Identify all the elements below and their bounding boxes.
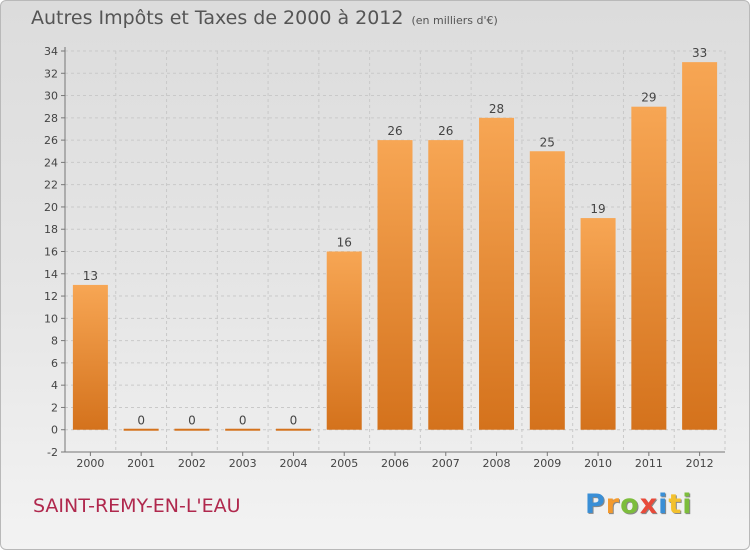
y-tick-label-8: 14 [44,268,58,281]
x-tick-label-2008: 2008 [483,457,511,470]
y-tick-label-14: 26 [44,134,58,147]
y-tick-label-5: 8 [51,335,58,348]
labels: -202468101214161820222426283032341320000… [44,45,714,470]
bar-2005 [326,251,362,430]
brand-letter-6: i [682,489,693,520]
value-label-2011: 29 [641,91,656,105]
value-label-2008: 28 [489,102,504,116]
title-row: Autres Impôts et Taxes de 2000 à 2012 (en… [31,7,498,29]
x-tick-label-2006: 2006 [381,457,409,470]
value-label-2012: 33 [692,46,707,60]
bar-2001 [123,428,159,431]
brand-letter-5: t [668,489,683,520]
bar-2000 [72,284,108,430]
value-label-2009: 25 [540,135,555,149]
y-tick-label-18: 34 [44,45,58,58]
x-tick-label-2002: 2002 [178,457,206,470]
bar-2011 [631,106,667,430]
bar-2010 [580,218,616,430]
value-label-2010: 19 [590,202,605,216]
value-label-2004: 0 [290,414,298,428]
y-tick-label-7: 12 [44,290,58,303]
value-label-2000: 13 [83,269,98,283]
brand-letter-3: x [639,489,659,520]
y-tick-label-13: 24 [44,156,58,169]
bar-2007 [428,140,464,430]
brand-letter-2: o [620,489,640,520]
x-tick-label-2012: 2012 [686,457,714,470]
bar-2004 [275,428,311,431]
brand-logo: Proxiti [585,489,693,520]
x-tick-label-2011: 2011 [635,457,663,470]
y-tick-label-12: 22 [44,179,58,192]
chart-title: Autres Impôts et Taxes de 2000 à 2012 [31,7,404,29]
y-tick-label-4: 6 [51,357,58,370]
y-tick-label-10: 18 [44,223,58,236]
x-tick-label-2005: 2005 [330,457,358,470]
value-label-2003: 0 [239,414,247,428]
y-tick-label-17: 32 [44,67,58,80]
value-label-2005: 16 [337,236,352,250]
bar-2012 [682,62,718,430]
bar-2002 [174,428,210,431]
bars [72,62,718,431]
x-tick-label-2000: 2000 [76,457,104,470]
brand-letter-0: P [585,489,606,520]
y-tick-label-3: 4 [51,379,58,392]
y-tick-label-15: 28 [44,112,58,125]
city-name: SAINT-REMY-EN-L'EAU [33,495,241,517]
y-tick-label-0: -2 [47,446,58,459]
chart-subtitle: (en milliers d'€) [411,14,498,27]
x-tick-label-2004: 2004 [279,457,307,470]
bar-2009 [529,151,565,430]
x-tick-label-2007: 2007 [432,457,460,470]
brand-letter-1: r [605,489,621,520]
y-tick-label-11: 20 [44,201,58,214]
bar-2008 [479,117,515,430]
value-label-2007: 26 [438,124,453,138]
y-tick-label-9: 16 [44,246,58,259]
y-tick-label-6: 10 [44,312,58,325]
value-label-2006: 26 [387,124,402,138]
value-label-2001: 0 [137,414,145,428]
value-label-2002: 0 [188,414,196,428]
x-tick-label-2009: 2009 [533,457,561,470]
brand-letter-4: i [658,489,669,520]
x-tick-label-2003: 2003 [229,457,257,470]
bar-2006 [377,140,413,430]
x-tick-label-2010: 2010 [584,457,612,470]
y-tick-label-1: 0 [51,424,58,437]
bar-2003 [225,428,261,431]
x-tick-label-2001: 2001 [127,457,155,470]
y-tick-label-2: 2 [51,401,58,414]
y-tick-label-16: 30 [44,90,58,103]
axes [61,47,725,456]
